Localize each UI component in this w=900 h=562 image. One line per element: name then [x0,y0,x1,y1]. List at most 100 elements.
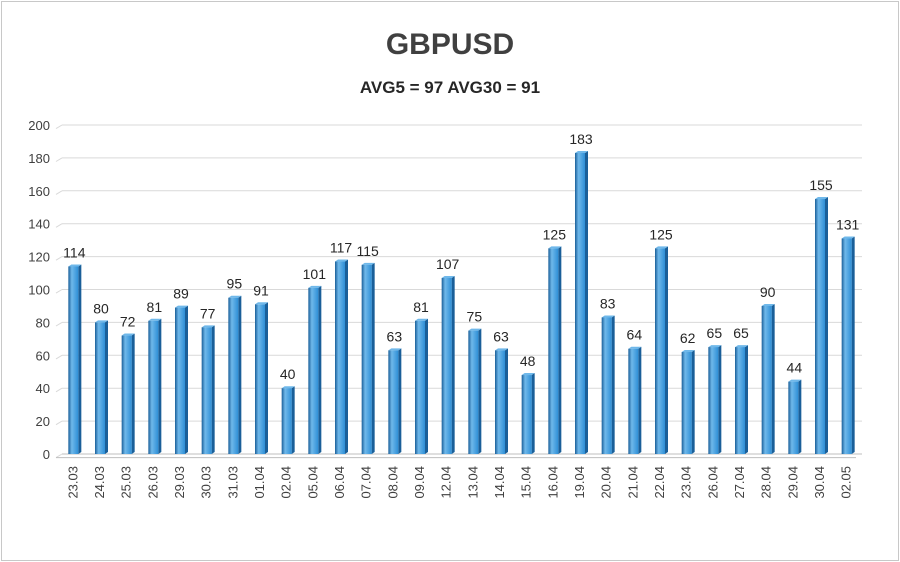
bar [575,152,585,454]
data-label: 101 [303,266,327,282]
bar-side [798,379,802,454]
bar-side [478,328,482,454]
bar [815,199,825,454]
bar-top [708,345,722,348]
bar-top [228,295,242,298]
x-tick-label: 02.04 [279,466,294,499]
data-label: 155 [809,177,833,193]
bar-side [425,318,428,454]
bar-side [105,320,108,454]
bar-top [495,348,508,351]
x-tick-label: 26.04 [705,466,720,499]
x-tick-label: 24.03 [92,466,107,499]
x-tick-label: 20.04 [599,466,614,499]
data-label: 91 [253,282,269,298]
bar-top [628,346,642,349]
bar-top [761,303,775,306]
data-label: 90 [760,284,776,300]
data-label: 44 [787,360,803,376]
bar-top [441,275,455,278]
data-label: 65 [733,325,749,341]
bar [601,317,612,454]
bar [255,304,265,454]
bar-side [611,315,615,454]
bar [681,352,692,454]
x-tick-label: 28.04 [759,466,774,499]
y-tick-label: 180 [28,151,50,166]
bar-side [451,275,455,454]
bar [228,297,239,454]
gridline-depth [55,223,63,228]
data-label: 63 [493,328,509,344]
bar-side [265,302,268,454]
data-label: 62 [680,330,696,346]
bar-side [131,333,135,454]
data-label: 125 [649,226,673,242]
x-tick-label: 15.04 [519,466,534,499]
bar-top [308,285,322,288]
data-label: 63 [387,328,403,344]
bar-side [585,150,588,454]
bar-top [335,259,348,262]
x-tick-label: 08.04 [385,466,400,499]
data-label: 48 [520,353,536,369]
gridline-depth [55,190,63,195]
x-tick-label: 29.04 [785,466,800,499]
bar [281,388,292,454]
bar-side [531,373,535,454]
data-label: 75 [467,309,483,325]
x-tick-label: 30.03 [199,466,214,499]
bar-side [718,345,722,454]
gridline-depth [55,453,63,459]
bar [68,266,79,454]
gridline-depth [55,124,63,130]
bar-side [238,295,242,454]
bar-top [601,315,615,318]
bar-side [851,236,855,454]
bar-side [691,350,695,454]
bar-top [95,320,108,323]
bar-top [121,333,135,336]
y-tick-label: 100 [28,283,50,298]
x-tick-label: 22.04 [652,466,667,499]
x-tick-label: 25.03 [119,466,134,499]
x-tick-label: 16.04 [545,466,560,499]
y-tick-label: 80 [36,315,50,330]
bar-top [68,264,82,267]
bar-side [745,345,748,454]
bar [388,350,399,454]
x-tick-label: 27.04 [732,466,747,499]
y-tick-label: 160 [28,184,50,199]
bar [441,277,452,454]
data-label: 107 [436,256,460,272]
x-tick-label: 13.04 [465,466,480,499]
bar-top [468,328,482,331]
data-label: 65 [707,325,723,341]
y-tick-label: 60 [36,348,50,363]
bar-side [505,348,508,454]
data-label: 77 [200,305,216,321]
bar-side [158,318,162,454]
bar-side [291,386,295,454]
bar [335,261,345,454]
bar-top [148,318,162,321]
gridline-depth [55,420,63,426]
bar-top [175,305,188,308]
y-tick-label: 40 [36,381,50,396]
y-tick-label: 140 [28,217,50,232]
bar-side [185,305,188,454]
bar [761,305,772,454]
bar-top [655,246,668,249]
bar [415,320,425,454]
bar [708,347,719,454]
gridline-depth [55,157,63,162]
data-label: 115 [357,243,380,259]
x-tick-label: 21.04 [625,466,640,499]
x-tick-label: 02.05 [839,466,854,499]
data-label: 131 [836,217,860,233]
bar-top [201,325,215,328]
bar-top [521,373,535,376]
data-label: 40 [280,366,296,382]
bar [361,264,372,454]
